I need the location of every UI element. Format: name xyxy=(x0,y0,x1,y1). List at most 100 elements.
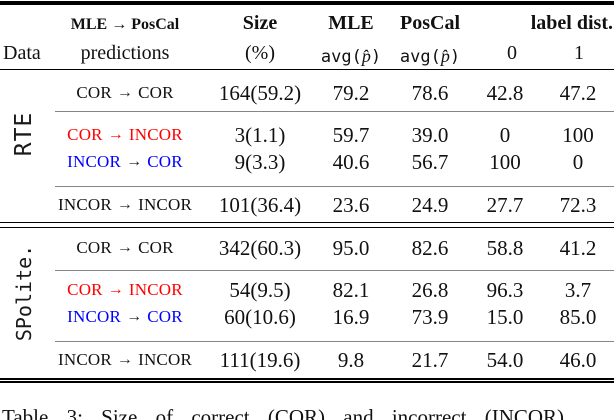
arrow-icon: → xyxy=(126,153,143,170)
partial-rule xyxy=(55,185,614,187)
mle-cell: 82.1 xyxy=(332,277,370,302)
table-caption: Table 3: Size of correct (COR) and incor… xyxy=(2,405,565,420)
pred-to: COR xyxy=(138,83,174,102)
mle-cell: 79.2 xyxy=(332,80,370,105)
dist0-cell: 100 xyxy=(489,149,521,174)
poscal-cell: 56.7 xyxy=(411,149,449,174)
header-mle: MLE xyxy=(328,12,374,34)
prediction-cell: INCOR → COR xyxy=(40,152,210,172)
prediction-cell: INCOR → COR xyxy=(40,307,210,327)
dist1-cell: 41.2 xyxy=(559,235,597,260)
arrow-icon: → xyxy=(116,84,134,101)
size-cell: 3(1.1) xyxy=(234,122,286,147)
header-size-pct: (%) xyxy=(245,42,275,64)
row-sp-cor-incor: COR → INCOR 54(9.5) 82.1 26.8 96.3 3.7 xyxy=(0,277,614,303)
header-dist-1: 1 xyxy=(574,42,584,64)
prediction-cell: COR → INCOR xyxy=(40,125,210,145)
row-rte-cor-cor: COR → COR 164(59.2) 79.2 78.6 42.8 47.2 xyxy=(0,80,614,106)
row-sp-incor-cor: INCOR → COR 60(10.6) 16.9 73.9 15.0 85.0 xyxy=(0,304,614,330)
mle-cell: 40.6 xyxy=(332,149,370,174)
pred-to: INCOR xyxy=(138,350,192,369)
dist1-cell: 85.0 xyxy=(559,304,597,329)
p-hat-symbol: p̂ xyxy=(361,46,371,66)
poscal-cell: 26.8 xyxy=(411,277,449,302)
mle-cell: 9.8 xyxy=(337,347,365,372)
header-size: Size xyxy=(242,12,278,34)
partial-rule xyxy=(55,269,614,272)
mle-cell: 59.7 xyxy=(332,122,370,147)
avg-prefix: avg( xyxy=(320,47,362,67)
header-poscal-avg: avg(p̂) xyxy=(392,45,468,68)
pred-to: COR xyxy=(138,238,174,257)
dist0-cell: 54.0 xyxy=(486,347,524,372)
row-rte-incor-cor: INCOR → COR 9(3.3) 40.6 56.7 100 0 xyxy=(0,149,614,175)
avg-suffix: ) xyxy=(370,47,382,67)
partial-rule xyxy=(55,340,614,342)
pred-to: INCOR xyxy=(138,195,192,214)
header-pred-bottom: predictions xyxy=(80,42,170,64)
pred-to: INCOR xyxy=(128,125,183,144)
row-sp-incor-incor: INCOR → INCOR 111(19.6) 9.8 21.7 54.0 46.0 xyxy=(0,347,614,373)
size-cell: 54(9.5) xyxy=(229,277,291,302)
poscal-cell: 39.0 xyxy=(411,122,449,147)
dist0-cell: 27.7 xyxy=(486,192,524,217)
dist0-cell: 0 xyxy=(499,122,511,147)
size-cell: 101(36.4) xyxy=(218,192,302,217)
dist0-cell: 15.0 xyxy=(486,304,524,329)
dist0-cell: 58.8 xyxy=(486,235,524,260)
prediction-cell: INCOR → INCOR xyxy=(40,195,210,215)
size-cell: 9(3.3) xyxy=(234,149,286,174)
pred-from: COR xyxy=(67,280,103,299)
header-pred-top: MLE → PosCal xyxy=(70,16,180,33)
size-cell: 60(10.6) xyxy=(224,304,296,329)
arrow-icon: → xyxy=(126,308,143,325)
prediction-cell: COR → COR xyxy=(40,238,210,258)
row-rte-cor-incor: COR → INCOR 3(1.1) 59.7 39.0 0 100 xyxy=(0,122,614,148)
row-sp-cor-cor: COR → COR 342(60.3) 95.0 82.6 58.8 41.2 xyxy=(0,235,614,261)
p-hat-symbol: p̂ xyxy=(440,46,450,66)
row-rte-incor-incor: INCOR → INCOR 101(36.4) 23.6 24.9 27.7 72.… xyxy=(0,192,614,218)
bottom-rule xyxy=(0,377,614,384)
prediction-cell: INCOR → INCOR xyxy=(40,350,210,370)
header-data: Data xyxy=(3,42,41,64)
size-cell: 164(59.2) xyxy=(218,80,302,105)
mle-cell: 95.0 xyxy=(332,235,370,260)
dist1-cell: 100 xyxy=(562,122,594,147)
dist1-cell: 47.2 xyxy=(559,80,597,105)
mle-cell: 16.9 xyxy=(332,304,370,329)
dist0-cell: 42.8 xyxy=(486,80,524,105)
arrow-icon: → xyxy=(116,351,134,368)
poscal-cell: 73.9 xyxy=(411,304,449,329)
size-cell: 342(60.3) xyxy=(218,235,302,260)
pred-from: INCOR xyxy=(57,195,112,214)
dist1-cell: 46.0 xyxy=(559,347,597,372)
arrow-icon: → xyxy=(107,126,124,143)
prediction-cell: COR → INCOR xyxy=(40,280,210,300)
header-dist-0: 0 xyxy=(507,42,517,64)
arrow-icon: → xyxy=(107,281,124,298)
prediction-cell: COR → COR xyxy=(40,83,210,103)
pred-from: INCOR xyxy=(67,152,122,171)
mle-cell: 23.6 xyxy=(332,192,370,217)
poscal-cell: 78.6 xyxy=(411,80,449,105)
pred-from: COR xyxy=(76,238,112,257)
header-poscal: PosCal xyxy=(400,12,460,34)
poscal-cell: 21.7 xyxy=(411,347,449,372)
pred-from: INCOR xyxy=(67,307,122,326)
pred-to: COR xyxy=(147,152,183,171)
poscal-cell: 82.6 xyxy=(411,235,449,260)
arrow-icon: → xyxy=(116,239,134,256)
section-divider-rule xyxy=(0,222,614,228)
header-mle-avg: avg(p̂) xyxy=(310,45,392,68)
arrow-icon: → xyxy=(116,196,134,213)
header-rule xyxy=(0,68,614,71)
size-cell: 111(19.6) xyxy=(219,347,301,372)
pred-from: INCOR xyxy=(57,350,112,369)
pred-to: INCOR xyxy=(128,280,183,299)
dist0-cell: 96.3 xyxy=(486,277,524,302)
pred-from: COR xyxy=(67,125,103,144)
avg-prefix: avg( xyxy=(399,47,441,67)
dist1-cell: 0 xyxy=(572,149,584,174)
pred-to: COR xyxy=(147,307,183,326)
